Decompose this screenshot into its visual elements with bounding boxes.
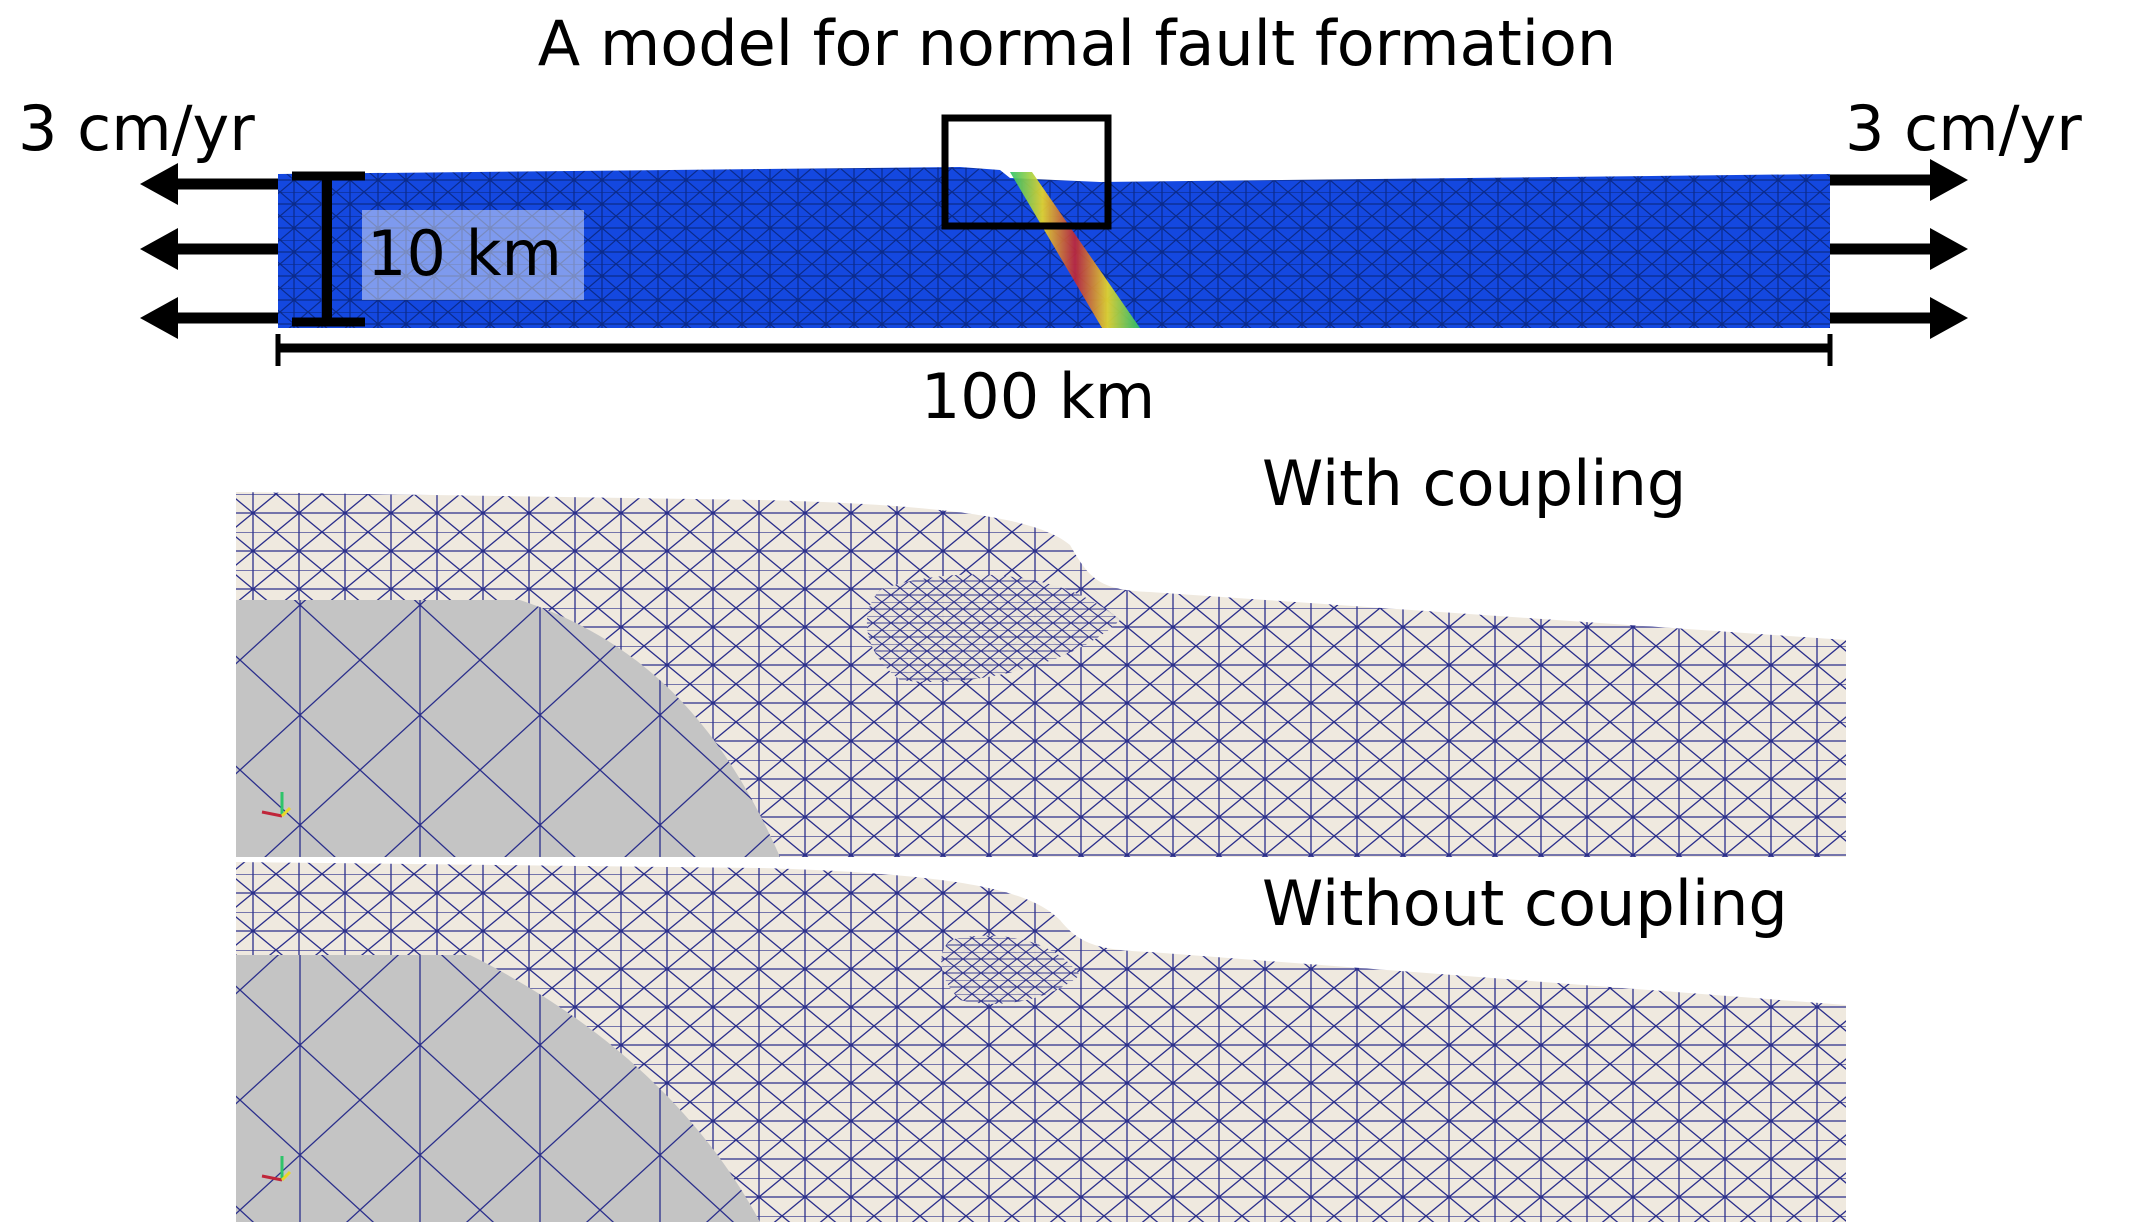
zoom-box	[941, 114, 1112, 230]
width-scale-bar	[275, 334, 1833, 366]
figure-title: A model for normal fault formation	[538, 7, 1616, 80]
height-scale-bar	[292, 171, 365, 327]
model-mesh-block	[278, 167, 1830, 328]
axis-triad-icon	[261, 792, 292, 818]
right-velocity-label: 3 cm/yr	[1845, 92, 2082, 165]
side-face-with-coupling	[236, 600, 780, 857]
fault-bulge-without-coupling	[941, 935, 1080, 1004]
left-arrows	[140, 163, 278, 339]
fault-zone	[1010, 172, 1140, 328]
left-velocity-label: 3 cm/yr	[18, 92, 255, 165]
axis-triad-icon	[261, 1156, 292, 1182]
side-face-without-coupling	[236, 955, 760, 1222]
height-label-background	[362, 210, 584, 300]
panel-label-with-coupling: With coupling	[1262, 447, 1686, 520]
width-label: 100 km	[921, 360, 1155, 433]
height-label: 10 km	[367, 217, 562, 290]
top-model: 3 cm/yr 3 cm/yr 10 km 100 km	[18, 92, 2082, 433]
panel-without-coupling: Without coupling	[236, 860, 1846, 1222]
fault-bulge-with-coupling	[866, 574, 1120, 682]
panel-label-without-coupling: Without coupling	[1262, 867, 1788, 940]
right-arrows	[1830, 159, 1968, 339]
panel-with-coupling: With coupling	[236, 447, 1846, 857]
